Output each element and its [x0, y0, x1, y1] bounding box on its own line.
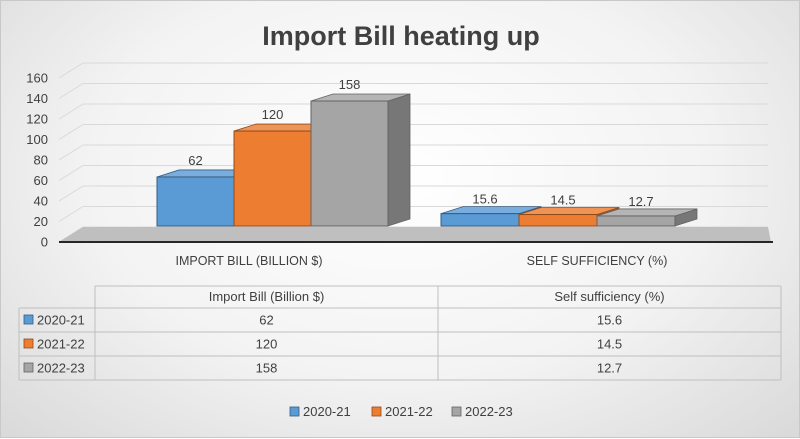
table-legend-key: [23, 314, 34, 325]
data-label: 120: [262, 107, 284, 122]
y-tick-label: 0: [41, 235, 48, 250]
floor-plane: [59, 227, 771, 242]
table-header: Import Bill (Billion $): [209, 289, 325, 304]
legend-swatch: [371, 406, 382, 417]
y-tick-label: 140: [26, 91, 48, 106]
table-cell: 15.6: [597, 313, 622, 328]
gridline-wall: [58, 185, 84, 202]
table-cell: 14.5: [597, 337, 622, 352]
gridline-wall: [58, 103, 84, 120]
gridline-wall: [58, 206, 84, 222]
category-labels: IMPORT BILL (BILLION $) SELF SUFFICIENCY …: [175, 254, 667, 268]
bar-front-face: [233, 130, 312, 227]
data-label: 14.5: [550, 193, 575, 208]
bar-front-face: [310, 100, 389, 227]
table-row-label: 2021-22: [37, 337, 85, 352]
y-tick-label: 20: [34, 214, 48, 229]
legend-label: 2021-22: [385, 404, 433, 419]
y-tick-label: 160: [26, 71, 48, 86]
bars: [156, 93, 698, 227]
bar: [596, 208, 698, 227]
table-header: Self sufficiency (%): [554, 289, 664, 304]
gridline-wall: [58, 144, 84, 161]
data-label: 62: [188, 153, 202, 168]
gridline-wall: [58, 124, 84, 140]
bar: [310, 93, 411, 227]
bar-front-face: [518, 214, 598, 227]
data-table: Import Bill (Billion $) Self sufficiency …: [18, 285, 782, 381]
legend-label: 2022-23: [465, 404, 513, 419]
table-legend-key: [23, 362, 34, 373]
table-cell: 158: [256, 361, 278, 376]
y-tick-label: 60: [34, 173, 48, 188]
bar-front-face: [440, 213, 520, 227]
data-label: 12.7: [628, 194, 653, 209]
bar-front-face: [596, 215, 676, 227]
bar-side-face: [387, 93, 411, 227]
legend-swatch: [289, 406, 300, 417]
gridline-wall: [58, 83, 84, 99]
chart-floor: [59, 227, 773, 243]
legend-item: 2021-22: [371, 404, 433, 419]
y-tick-label: 80: [34, 153, 48, 168]
data-label: 158: [339, 77, 361, 92]
legend: 2020-21 2021-22 2022-23: [289, 404, 513, 419]
y-tick-label: 40: [34, 194, 48, 209]
table-row-label: 2020-21: [37, 313, 85, 328]
data-label: 15.6: [472, 192, 497, 207]
bar-front-face: [156, 176, 235, 227]
legend-item: 2022-23: [451, 404, 513, 419]
chart-title: Import Bill heating up: [262, 21, 540, 51]
legend-swatch: [451, 406, 462, 417]
y-tick-label: 120: [26, 112, 48, 127]
table-cell: 62: [259, 313, 273, 328]
category-label: IMPORT BILL (BILLION $): [175, 254, 322, 268]
table-cell: 12.7: [597, 361, 622, 376]
gridline-wall: [58, 62, 84, 79]
table-row-label: 2022-23: [37, 361, 85, 376]
y-tick-label: 100: [26, 132, 48, 147]
table-legend-key: [23, 338, 34, 349]
legend-label: 2020-21: [303, 404, 351, 419]
table-cell: 120: [256, 337, 278, 352]
data-labels: 62 120 158 15.6 14.5 12.7: [188, 77, 653, 209]
gridline-wall: [58, 165, 84, 181]
legend-item: 2020-21: [289, 404, 351, 419]
category-label: SELF SUFFICIENCY (%): [527, 254, 668, 268]
y-axis: 0 20 40 60 80 100 120 140 160: [26, 71, 48, 250]
